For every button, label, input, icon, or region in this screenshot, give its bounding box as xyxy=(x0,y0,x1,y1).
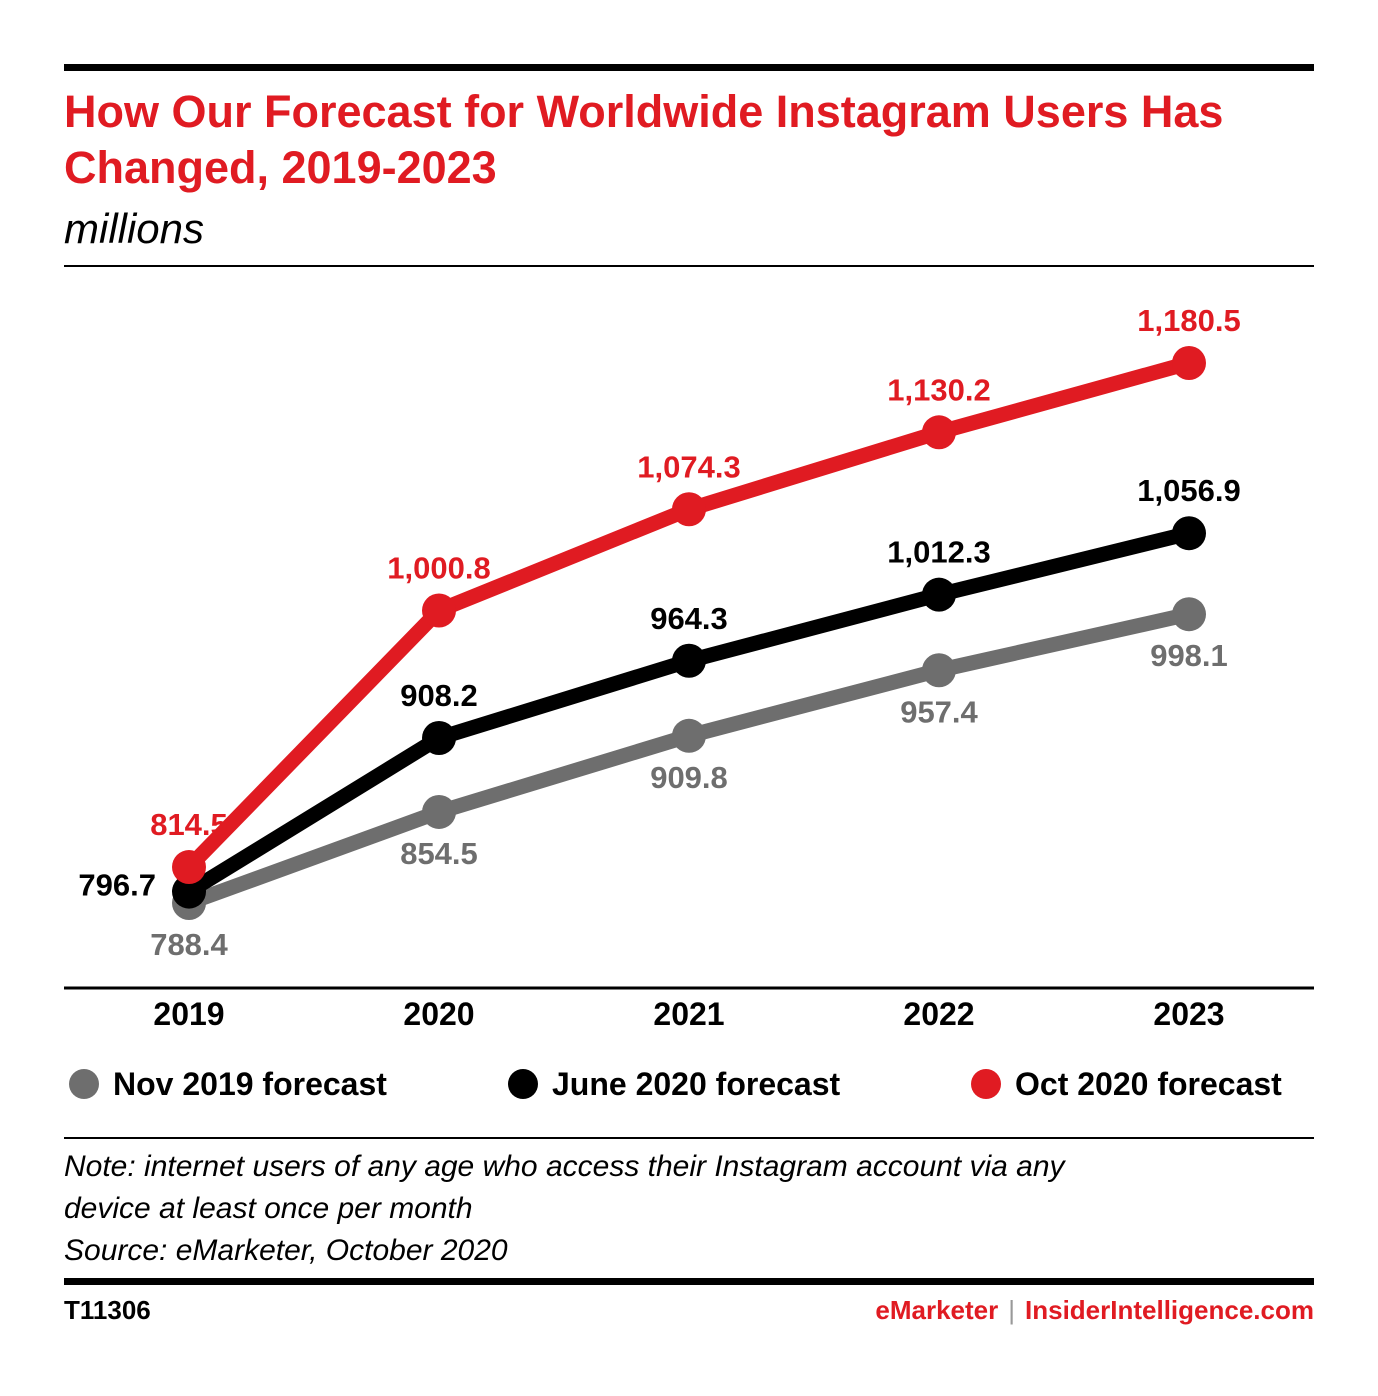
chart-title: How Our Forecast for Worldwide Instagram… xyxy=(64,86,1224,193)
data-point xyxy=(1172,516,1206,551)
data-label: 1,012.3 xyxy=(887,535,990,570)
data-label: 1,000.8 xyxy=(387,550,490,585)
legend-label: Nov 2019 forecast xyxy=(113,1066,387,1102)
chart-id: T11306 xyxy=(64,1295,151,1325)
data-label: 854.5 xyxy=(400,836,478,871)
x-tick-label: 2019 xyxy=(153,996,224,1032)
chart-subtitle: millions xyxy=(64,205,205,252)
data-label: 814.5 xyxy=(150,807,228,842)
legend-item-nov-2019: Nov 2019 forecast xyxy=(69,1062,387,1106)
data-point xyxy=(422,593,456,628)
legend-item-oct-2020: Oct 2020 forecast xyxy=(971,1062,1282,1106)
data-point xyxy=(422,794,456,829)
data-point xyxy=(172,874,206,909)
data-label-layer: 788.4 854.5 909.8 957.4 998.1 796.7 908.2 964.3… xyxy=(78,303,1240,962)
legend-label: Oct 2020 forecast xyxy=(1015,1066,1282,1102)
x-tick-labels: 2019 2020 2021 2022 2023 xyxy=(153,996,1224,1032)
bottom-rule xyxy=(64,1278,1314,1285)
data-point xyxy=(922,577,956,612)
data-point xyxy=(922,653,956,688)
brand-separator: | xyxy=(1008,1295,1016,1325)
data-point xyxy=(422,721,456,756)
data-point xyxy=(672,718,706,753)
data-point xyxy=(922,415,956,450)
data-label: 796.7 xyxy=(78,868,156,903)
x-tick-label: 2021 xyxy=(653,996,724,1032)
notes: Note: internet users of any age who acce… xyxy=(64,1146,1314,1272)
data-point xyxy=(1172,346,1206,380)
legend-item-june-2020: June 2020 forecast xyxy=(508,1062,840,1106)
data-point xyxy=(672,492,706,527)
brand-name: eMarketer xyxy=(875,1295,999,1325)
legend-label: June 2020 forecast xyxy=(552,1066,841,1102)
x-tick-label: 2022 xyxy=(903,996,974,1032)
source-line: Source: eMarketer, October 2020 xyxy=(64,1234,508,1267)
data-point xyxy=(672,643,706,678)
x-tick-label: 2023 xyxy=(1153,996,1224,1032)
x-tick-label: 2020 xyxy=(403,996,474,1032)
data-label: 998.1 xyxy=(1150,638,1228,673)
data-label: 957.4 xyxy=(900,694,978,729)
data-point xyxy=(172,850,206,885)
data-label: 1,056.9 xyxy=(1137,473,1240,508)
series-layer xyxy=(172,346,1206,920)
data-label: 1,074.3 xyxy=(637,449,740,484)
data-label: 908.2 xyxy=(400,678,478,713)
data-label: 1,180.5 xyxy=(1137,303,1240,338)
red-dot-icon xyxy=(971,1069,1001,1099)
black-dot-icon xyxy=(508,1069,538,1099)
data-label: 1,130.2 xyxy=(887,372,990,407)
note-line-1: Note: internet users of any age who acce… xyxy=(64,1150,1065,1183)
line-chart: 788.4 854.5 909.8 957.4 998.1 796.7 908.2 964.3… xyxy=(64,303,1314,1032)
data-point xyxy=(1172,597,1206,632)
legend: Nov 2019 forecast June 2020 forecast Oct… xyxy=(64,1062,1314,1106)
notes-rule xyxy=(64,1137,1314,1139)
data-label: 909.8 xyxy=(650,760,728,795)
header-rule xyxy=(64,265,1314,267)
gray-dot-icon xyxy=(69,1069,99,1099)
site-link[interactable]: InsiderIntelligence.com xyxy=(1025,1295,1314,1325)
series-june-2020 xyxy=(172,516,1206,909)
data-label: 788.4 xyxy=(150,927,228,962)
footer-brand: eMarketer | InsiderIntelligence.com xyxy=(875,1294,1314,1326)
series-oct-2020 xyxy=(172,346,1206,885)
top-rule xyxy=(64,64,1314,71)
note-line-2: device at least once per month xyxy=(64,1192,473,1225)
data-label: 964.3 xyxy=(650,601,728,636)
